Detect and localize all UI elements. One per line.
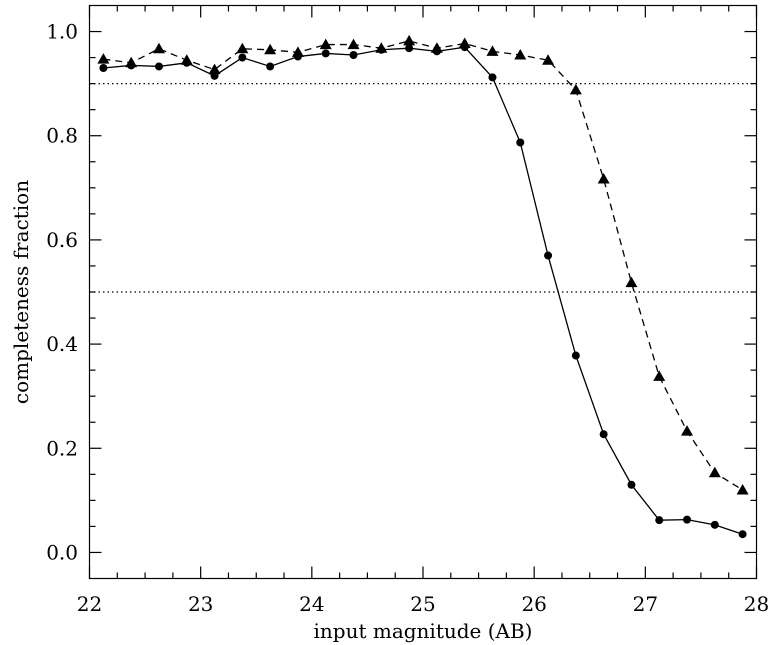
triangle-marker (569, 83, 582, 95)
circle-marker (405, 44, 414, 53)
circle-marker (571, 351, 580, 360)
triangle-marker (291, 46, 304, 57)
y-tick-labels: 0.0 0.2 0.4 0.6 0.8 1.0 (46, 20, 78, 565)
circle-marker (488, 73, 497, 82)
triangle-marker (458, 37, 471, 49)
triangle-marker (264, 43, 277, 55)
triangle-marker (375, 42, 388, 53)
y-tick-label: 1.0 (46, 20, 78, 44)
y-tick-label: 0.6 (46, 228, 78, 252)
y-tick-label: 0.8 (46, 124, 78, 148)
circle-marker (544, 251, 553, 260)
triangle-marker (514, 48, 527, 60)
triangle-marker (97, 53, 110, 64)
triangle-marker (736, 483, 749, 495)
circle-marker (349, 50, 358, 59)
triangle-marker (208, 63, 221, 75)
triangle-marker (180, 54, 193, 65)
triangle-marker (152, 42, 165, 54)
triangle-marker (625, 276, 638, 288)
circle-marker (627, 480, 636, 489)
axis-ticks (88, 5, 758, 579)
triangle-marker (708, 466, 721, 478)
circle-marker (655, 516, 664, 525)
x-axis-label: input magnitude (AB) (314, 619, 533, 643)
triangle-marker (430, 42, 443, 53)
circle-marker (710, 520, 719, 529)
circle-marker (266, 62, 275, 71)
triangle-marker (236, 42, 249, 54)
circle-marker (154, 62, 163, 71)
y-tick-label: 0.4 (46, 332, 78, 356)
y-axis-label: completeness fraction (9, 180, 33, 404)
x-tick-label: 23 (188, 592, 213, 616)
y-tick-label: 0.0 (46, 540, 78, 564)
circle-marker (683, 515, 692, 524)
triangle-marker (486, 45, 499, 56)
triangle-marker (319, 38, 332, 50)
triangle-marker (347, 38, 360, 50)
x-tick-label: 22 (77, 592, 102, 616)
triangle-marker (403, 34, 416, 46)
triangle-marker (681, 425, 694, 436)
circle-marker (321, 49, 330, 58)
x-tick-labels: 22 23 24 25 26 27 28 (77, 592, 769, 616)
reference-lines (89, 83, 757, 293)
circle-marker (599, 430, 608, 439)
circle-marker (516, 138, 525, 147)
circle-marker (738, 530, 747, 539)
circle-marker (238, 53, 247, 62)
y-tick-label: 0.2 (46, 436, 78, 460)
triangle-marker (597, 172, 610, 184)
x-tick-label: 25 (410, 592, 435, 616)
triangle-marker (653, 370, 666, 381)
x-tick-label: 26 (521, 592, 546, 616)
x-tick-label: 28 (744, 592, 769, 616)
triangle-marker (542, 54, 555, 65)
circle-marker (99, 64, 108, 73)
x-tick-label: 24 (299, 592, 324, 616)
series-0-line (103, 46, 743, 535)
x-tick-label: 27 (633, 592, 658, 616)
triangle-marker (125, 56, 138, 68)
series-1-line (103, 40, 743, 491)
series-layer (97, 34, 749, 539)
